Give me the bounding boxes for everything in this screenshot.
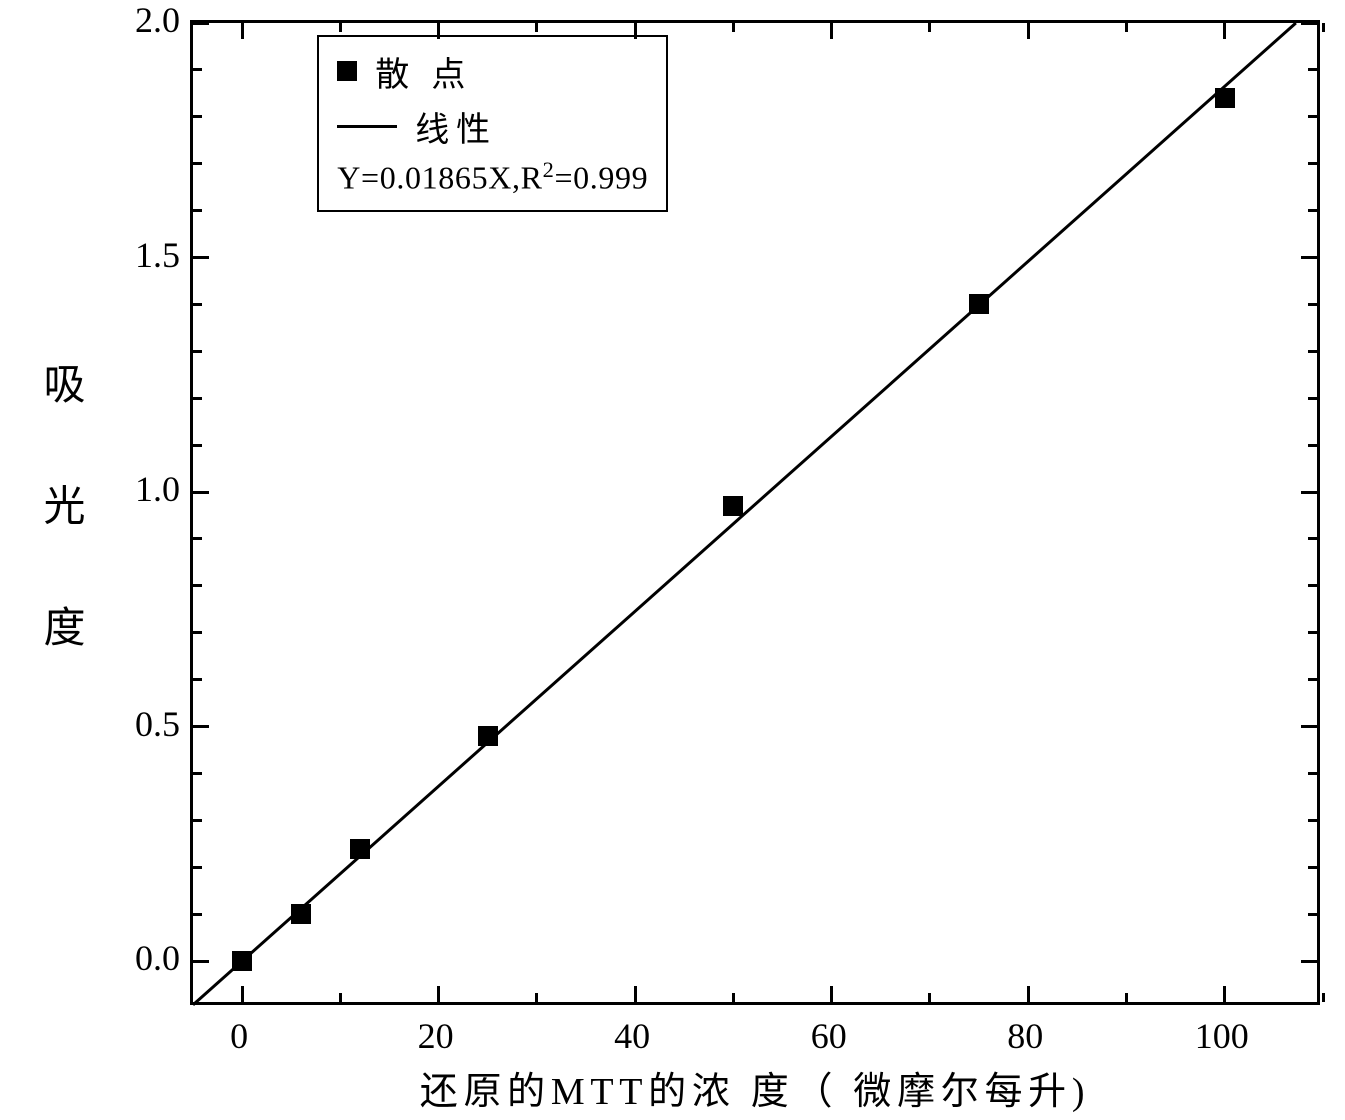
y-axis-label: 吸 光 度 bbox=[30, 362, 91, 664]
y-tick-label: 1.0 bbox=[110, 468, 180, 510]
x-tick-label: 60 bbox=[811, 1015, 847, 1057]
y-tick-label: 0.0 bbox=[110, 937, 180, 979]
x-axis-label: 还原的MTT的浓 度（ 微摩尔每升) bbox=[420, 1060, 1090, 1115]
scatter-point bbox=[969, 294, 989, 314]
y-tick-label: 2.0 bbox=[110, 0, 180, 41]
x-tick-label: 0 bbox=[230, 1015, 248, 1057]
scatter-point bbox=[478, 726, 498, 746]
y-tick-label: 0.5 bbox=[110, 703, 180, 745]
x-tick-label: 40 bbox=[614, 1015, 650, 1057]
scatter-point bbox=[1215, 88, 1235, 108]
fit-line bbox=[193, 23, 1323, 1008]
scatter-point bbox=[291, 904, 311, 924]
scatter-point bbox=[232, 951, 252, 971]
x-tick-label: 20 bbox=[418, 1015, 454, 1057]
plot-area: 散 点 线性 Y=0.01865X,R2=0.999 bbox=[190, 20, 1320, 1005]
y-tick-label: 1.5 bbox=[110, 234, 180, 276]
x-tick-label: 100 bbox=[1195, 1015, 1249, 1057]
scatter-point bbox=[723, 496, 743, 516]
chart-container: 散 点 线性 Y=0.01865X,R2=0.999 吸 光 度 还原的MTT的… bbox=[0, 0, 1345, 1120]
x-tick-label: 80 bbox=[1007, 1015, 1043, 1057]
scatter-point bbox=[350, 839, 370, 859]
